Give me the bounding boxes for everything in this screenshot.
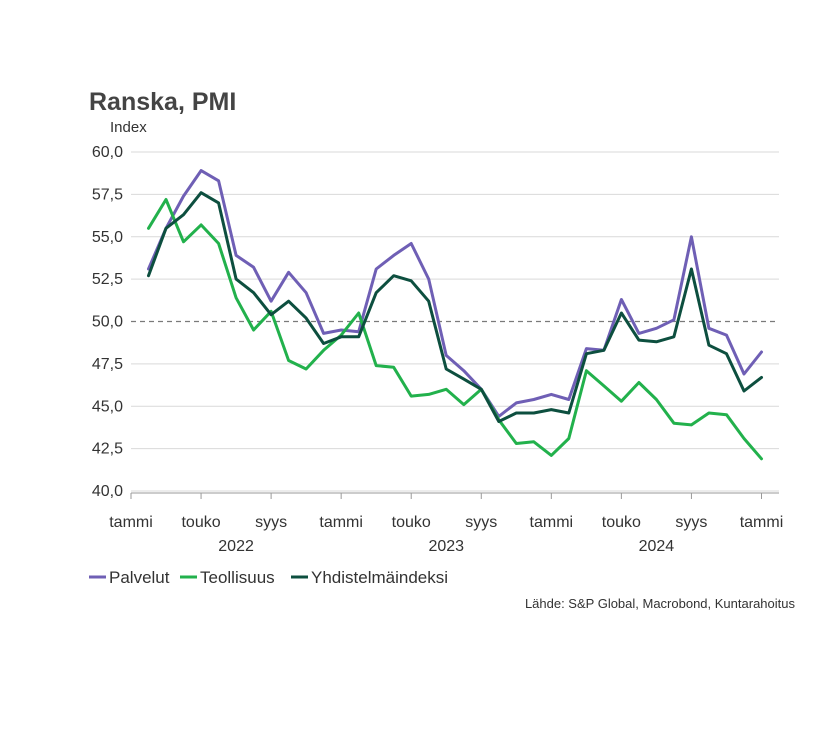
chart-title: Ranska, PMI xyxy=(89,88,236,116)
x-axis: tammi touko syys tammi touko syys tammi touko sy… xyxy=(109,492,784,555)
x-tick-label: touko xyxy=(181,514,220,531)
x-tick-label: syys xyxy=(255,514,287,531)
year-label: 2023 xyxy=(428,538,464,555)
legend-label: Teollisuus xyxy=(200,568,275,587)
x-tick-label: touko xyxy=(392,514,431,531)
series-line xyxy=(147,169,763,418)
y-tick-label: 57,5 xyxy=(92,186,123,203)
legend: Palvelut Teollisuus Yhdistelmäindeksi xyxy=(89,568,448,587)
year-label: 2024 xyxy=(639,538,675,555)
source-note: Lähde: S&P Global, Macrobond, Kuntarahoi… xyxy=(525,596,796,611)
x-tick-label: syys xyxy=(465,514,497,531)
y-tick-label: 60,0 xyxy=(92,144,123,161)
x-tick-label: tammi xyxy=(319,514,363,531)
series-line xyxy=(147,191,763,423)
year-label: 2022 xyxy=(218,538,254,555)
y-tick-label: 50,0 xyxy=(92,314,123,331)
y-axis-ticks: 60,0 57,5 55,0 52,5 50,0 47,5 45,0 42,5 40,0 xyxy=(92,144,123,500)
y-tick-label: 52,5 xyxy=(92,271,123,288)
x-tick-label: tammi xyxy=(530,514,574,531)
x-tick-label: touko xyxy=(602,514,641,531)
y-tick-label: 42,5 xyxy=(92,441,123,458)
x-tick-label: tammi xyxy=(109,514,153,531)
series-lines xyxy=(147,169,763,461)
y-tick-label: 55,0 xyxy=(92,229,123,246)
y-axis-unit-label: Index xyxy=(110,119,147,136)
series-line xyxy=(147,198,763,461)
y-tick-label: 47,5 xyxy=(92,356,123,373)
x-tick-label: tammi xyxy=(740,514,784,531)
legend-label: Yhdistelmäindeksi xyxy=(311,568,448,587)
x-tick-label: syys xyxy=(675,514,707,531)
y-tick-label: 40,0 xyxy=(92,483,123,500)
legend-label: Palvelut xyxy=(109,568,170,587)
y-tick-label: 45,0 xyxy=(92,398,123,415)
